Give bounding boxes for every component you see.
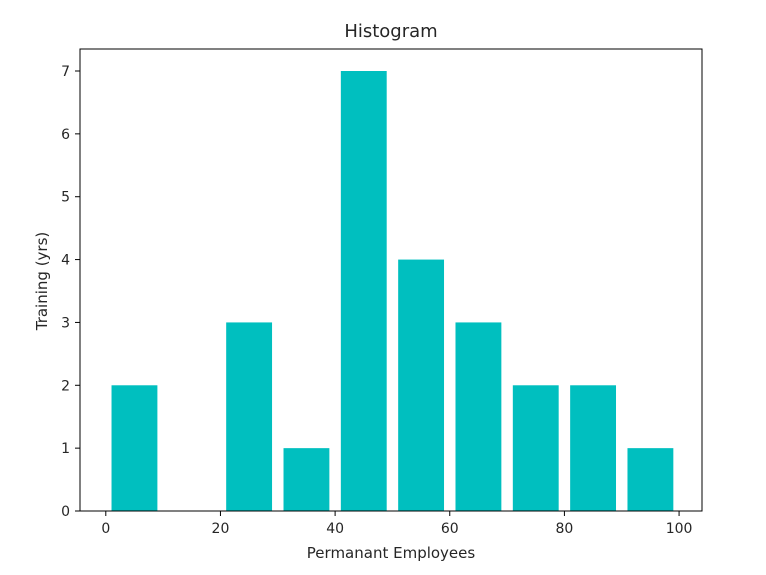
y-tick-label: 4 [61,253,70,269]
y-tick-label: 1 [61,441,70,457]
y-tick-label: 0 [61,504,70,520]
histogram-bar [111,385,158,511]
y-tick-label: 7 [61,64,70,80]
histogram-bar [283,448,330,511]
x-tick-label: 0 [101,521,110,537]
histogram-bar [512,385,559,511]
histogram-bar [226,322,273,511]
y-axis-label: Training (yrs) [33,232,51,332]
y-tick-label: 6 [61,127,70,143]
x-tick-label: 20 [212,521,230,537]
chart-title: Histogram [344,21,437,42]
histogram-bar [627,448,674,511]
histogram-bar [398,259,445,511]
x-axis-label: Permanant Employees [307,544,476,562]
histogram-bar [340,71,387,511]
bars-group [111,71,674,511]
y-axis-ticks: 0 1 2 3 4 5 6 7 [61,64,80,520]
histogram-bar [570,385,617,511]
x-tick-label: 100 [666,521,693,537]
y-tick-label: 2 [61,378,70,394]
plot-frame [79,48,703,512]
x-tick-label: 60 [441,521,459,537]
y-tick-label: 5 [61,190,70,206]
y-tick-label: 3 [61,315,70,331]
x-tick-label: 80 [556,521,574,537]
x-tick-label: 40 [326,521,344,537]
x-axis-ticks: 0 20 40 60 80 100 [101,511,692,537]
histogram-bar [455,322,502,511]
